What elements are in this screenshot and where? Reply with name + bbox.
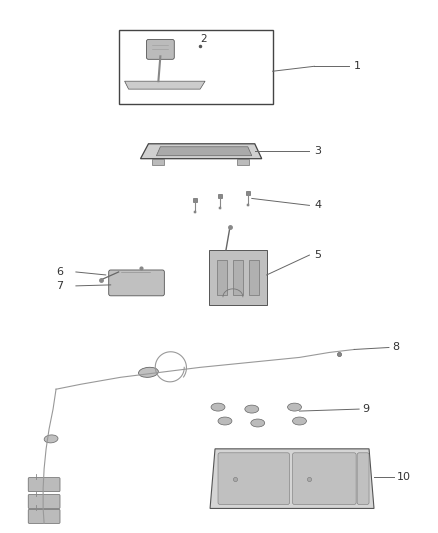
Polygon shape [210,449,374,508]
FancyBboxPatch shape [28,478,60,491]
Bar [237,159,249,165]
Ellipse shape [138,367,159,377]
Text: 10: 10 [397,472,411,482]
Bar [233,260,243,295]
FancyBboxPatch shape [293,453,356,504]
Bar [119,29,273,104]
Polygon shape [141,144,262,159]
Ellipse shape [288,403,301,411]
FancyBboxPatch shape [109,270,164,296]
FancyBboxPatch shape [357,453,369,504]
Text: 4: 4 [314,200,321,211]
Text: 8: 8 [392,343,399,352]
Ellipse shape [211,403,225,411]
Ellipse shape [251,419,265,427]
Text: 1: 1 [354,61,361,71]
Bar [217,260,227,295]
FancyBboxPatch shape [146,39,174,59]
Text: 6: 6 [56,267,63,277]
Ellipse shape [245,405,259,413]
Text: 7: 7 [56,281,63,291]
Ellipse shape [218,417,232,425]
Text: 9: 9 [362,404,369,414]
Text: 5: 5 [314,250,321,260]
Bar [152,159,164,165]
Ellipse shape [44,435,58,443]
FancyBboxPatch shape [218,453,290,504]
FancyBboxPatch shape [28,510,60,523]
Polygon shape [124,81,205,89]
Polygon shape [209,250,267,305]
Bar [249,260,259,295]
Text: 2: 2 [200,35,207,44]
Text: 3: 3 [314,146,321,156]
Polygon shape [156,147,252,156]
FancyBboxPatch shape [28,495,60,508]
Ellipse shape [293,417,307,425]
